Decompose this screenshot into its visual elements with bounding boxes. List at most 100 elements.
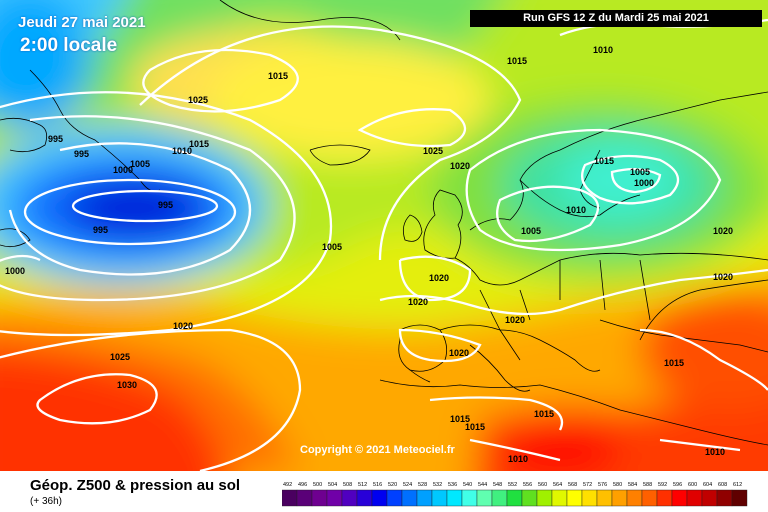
isobar-label: 1015 [465, 422, 485, 432]
forecast-date: Jeudi 27 mai 2021 [18, 14, 146, 31]
map-title: Géop. Z500 & pression au sol [30, 477, 241, 494]
legend-swatch [461, 489, 478, 507]
legend-level-label: 520 [388, 482, 397, 488]
legend-swatch [326, 489, 343, 507]
legend-swatch [581, 489, 598, 507]
isobar-label: 1010 [705, 447, 725, 457]
legend-level-label: 496 [298, 482, 307, 488]
legend-level-label: 604 [703, 482, 712, 488]
copyright: Copyright © 2021 Meteociel.fr [300, 444, 455, 456]
legend-level-label: 524 [403, 482, 412, 488]
legend-swatch [536, 489, 553, 507]
isobar-label: 1025 [110, 352, 130, 362]
isobar-label: 995 [158, 200, 173, 210]
isobar-label: 1010 [566, 205, 586, 215]
isobar-label: 1010 [508, 454, 528, 464]
legend-swatch [716, 489, 733, 507]
isobar-label: 1030 [117, 380, 137, 390]
color-legend: 492 496 500 504 508 512 516 520 524 528 532 536 540 5… [282, 482, 748, 507]
isobar-label: 995 [48, 134, 63, 144]
legend-swatch [521, 489, 538, 507]
legend-level-label: 504 [328, 482, 337, 488]
isobar-label: 1015 [534, 409, 554, 419]
legend-swatch [491, 489, 508, 507]
isobar-label: 995 [93, 225, 108, 235]
isobar-label: 1010 [172, 146, 192, 156]
isobar-label: 1020 [505, 315, 525, 325]
legend-level-label: 584 [628, 482, 637, 488]
legend-swatch [296, 489, 313, 507]
legend-level-label: 572 [583, 482, 592, 488]
legend-level-label: 532 [433, 482, 442, 488]
legend-level-label: 492 [283, 482, 292, 488]
geopotential-map: 1005101010151015102599599510151010100510… [0, 0, 768, 471]
isobar-label: 1010 [593, 45, 613, 55]
legend-swatch [731, 489, 748, 507]
legend-level-label: 608 [718, 482, 727, 488]
legend-swatch [341, 489, 358, 507]
legend-level-label: 564 [553, 482, 562, 488]
isobar-label: 1015 [594, 156, 614, 166]
legend-swatch [566, 489, 583, 507]
legend-swatch [626, 489, 643, 507]
isobar-label: 1000 [113, 165, 133, 175]
legend-swatch [371, 489, 388, 507]
isobar-label: 1020 [429, 273, 449, 283]
legend-level-label: 568 [568, 482, 577, 488]
forecast-lead: (+ 36h) [30, 496, 62, 507]
isobar-label: 1020 [173, 321, 193, 331]
legend-swatch [701, 489, 718, 507]
isobar-label: 1015 [507, 56, 527, 66]
legend-swatch [431, 489, 448, 507]
legend-level-label: 588 [643, 482, 652, 488]
legend-swatch [356, 489, 373, 507]
legend-swatch [641, 489, 658, 507]
isobar-label: 1025 [188, 95, 208, 105]
legend-swatch [476, 489, 493, 507]
legend-swatch [671, 489, 688, 507]
legend-swatch [656, 489, 673, 507]
isobar-labels: 1005101010151015102599599510151010100510… [5, 10, 733, 464]
isobar-label: 1005 [630, 167, 650, 177]
legend-level-label: 580 [613, 482, 622, 488]
legend-swatch [401, 489, 418, 507]
isobar-label: 1005 [521, 226, 541, 236]
legend-level-label: 540 [463, 482, 472, 488]
legend-level-label: 548 [493, 482, 502, 488]
legend-swatch [446, 489, 463, 507]
legend-level-label: 556 [523, 482, 532, 488]
isobar-lines [0, 18, 768, 471]
legend-swatch [416, 489, 433, 507]
isobar-label: 995 [74, 149, 89, 159]
forecast-local-time: 2:00 locale [20, 35, 118, 56]
legend-level-label: 528 [418, 482, 427, 488]
legend-level-label: 512 [358, 482, 367, 488]
legend-level-label: 592 [658, 482, 667, 488]
legend-swatch [686, 489, 703, 507]
legend-level-label: 536 [448, 482, 457, 488]
legend-level-label: 596 [673, 482, 682, 488]
legend-swatch [311, 489, 328, 507]
isobar-label: 1020 [449, 348, 469, 358]
legend-level-label: 516 [373, 482, 382, 488]
isobar-label: 1015 [450, 414, 470, 424]
legend-level-label: 500 [313, 482, 322, 488]
isobar-label: 1000 [634, 178, 654, 188]
isobar-label: 1025 [423, 146, 443, 156]
legend-level-label: 576 [598, 482, 607, 488]
model-run-info: Run GFS 12 Z du Mardi 25 mai 2021 [470, 10, 762, 27]
legend-swatch [282, 489, 298, 507]
isobar-label: 1000 [5, 266, 25, 276]
legend-level-label: 552 [508, 482, 517, 488]
legend-swatch [386, 489, 403, 507]
legend-swatch [611, 489, 628, 507]
legend-level-label: 600 [688, 482, 697, 488]
legend-level-label: 612 [733, 482, 742, 488]
isobar-label: 1015 [268, 71, 288, 81]
isobar-label: 1020 [450, 161, 470, 171]
legend-swatch [551, 489, 568, 507]
legend-level-label: 544 [478, 482, 487, 488]
isobar-label: 1015 [664, 358, 684, 368]
isobar-label: 1005 [130, 159, 150, 169]
